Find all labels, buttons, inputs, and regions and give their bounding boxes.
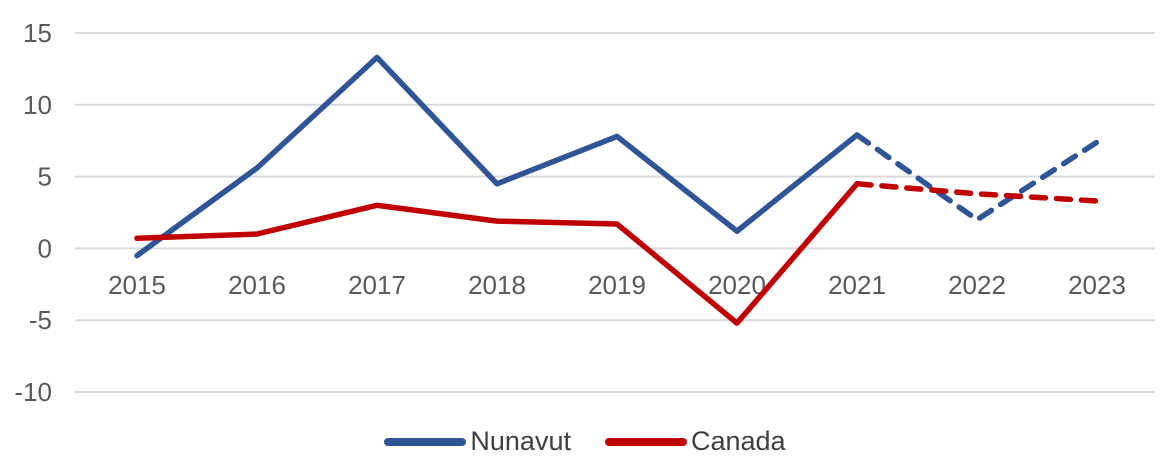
x-tick-label-2021: 2021 <box>828 270 886 300</box>
legend-label-nunavut: Nunavut <box>470 426 571 456</box>
x-tick-label-2022: 2022 <box>948 270 1006 300</box>
y-tick-label-0: 0 <box>38 233 52 263</box>
canada-line-swatch <box>604 437 687 446</box>
x-tick-label-2017: 2017 <box>348 270 406 300</box>
y-tick-label-15: 15 <box>23 18 52 48</box>
canada-line-dashed <box>854 181 1100 204</box>
x-tick-label-2015: 2015 <box>108 270 166 300</box>
x-tick-label-2023: 2023 <box>1068 270 1126 300</box>
nunavut-line-swatch <box>384 437 467 446</box>
x-tick-label-2018: 2018 <box>468 270 526 300</box>
chart-legend: Nunavut Canada <box>0 428 1170 455</box>
x-tick-label-2020: 2020 <box>708 270 766 300</box>
legend-item-canada: Canada <box>604 426 786 456</box>
nunavut-line-solid <box>134 54 860 259</box>
x-tick-label-2016: 2016 <box>228 270 286 300</box>
y-tick-label--5: -5 <box>29 305 52 335</box>
canada-line-solid <box>134 181 860 326</box>
y-tick-label--10: -10 <box>14 377 52 407</box>
y-tick-label-10: 10 <box>23 90 52 120</box>
legend-label-canada: Canada <box>690 426 786 456</box>
y-tick-label-5: 5 <box>38 162 52 192</box>
legend-item-nunavut: Nunavut <box>384 428 571 455</box>
x-tick-label-2019: 2019 <box>588 270 646 300</box>
nunavut-line-dashed <box>854 132 1100 223</box>
